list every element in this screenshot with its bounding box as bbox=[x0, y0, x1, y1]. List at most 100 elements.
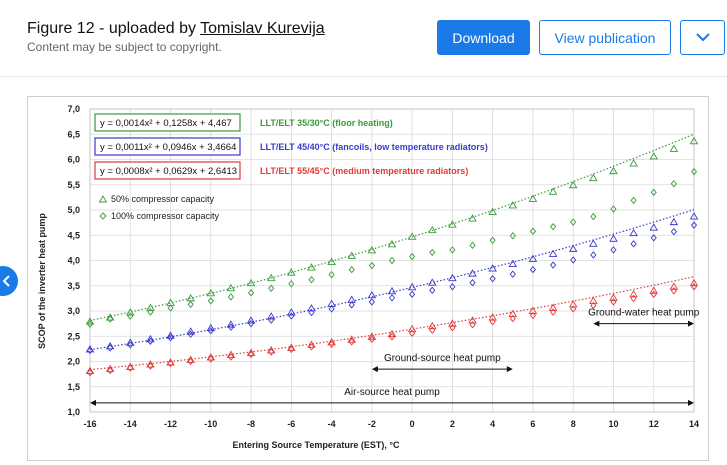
diamond-point bbox=[288, 345, 295, 354]
diamond-point bbox=[167, 359, 174, 368]
triangle-point bbox=[407, 232, 417, 240]
diamond-point bbox=[449, 283, 456, 291]
diamond-point bbox=[268, 348, 275, 356]
plot-area bbox=[89, 108, 695, 413]
legend-marker-label: 50% compressor capacity bbox=[111, 194, 215, 204]
diamond-point bbox=[86, 346, 94, 355]
diamond-point bbox=[570, 218, 577, 226]
triangle-point bbox=[146, 334, 155, 343]
diamond-point bbox=[247, 289, 255, 297]
y-tick-label: 1,0 bbox=[67, 407, 80, 417]
y-tick-label: 3,5 bbox=[67, 281, 80, 291]
triangle-point bbox=[166, 331, 175, 339]
triangle-point bbox=[407, 324, 417, 333]
triangle-point bbox=[146, 360, 155, 368]
diamond-point bbox=[348, 301, 355, 309]
triangle-point bbox=[649, 223, 659, 231]
diamond-point bbox=[107, 344, 114, 352]
triangle-point bbox=[689, 136, 699, 145]
triangle-point bbox=[589, 173, 598, 182]
diamond-point bbox=[690, 283, 698, 291]
diamond-point bbox=[650, 188, 657, 197]
triangle-point bbox=[427, 225, 437, 234]
triangle-point bbox=[448, 220, 457, 228]
diamond-point bbox=[570, 256, 577, 264]
diamond-point bbox=[207, 326, 214, 335]
series-label: LLT/ELT 45/40°C (fancoils, low temperatu… bbox=[260, 142, 488, 152]
triangle-point bbox=[488, 313, 497, 321]
chevron-left-icon bbox=[2, 275, 10, 287]
triangle-point bbox=[105, 364, 115, 373]
triangle-point bbox=[508, 201, 518, 209]
diamond-point bbox=[147, 337, 154, 346]
diamond-point bbox=[469, 279, 476, 287]
diamond-point bbox=[147, 308, 154, 316]
range-label: Ground-source heat pump bbox=[384, 353, 501, 364]
diamond-point bbox=[227, 353, 235, 361]
triangle-point bbox=[186, 355, 195, 363]
triangle-point bbox=[307, 304, 316, 312]
diamond-point bbox=[469, 241, 476, 250]
fit-curve-1 bbox=[89, 209, 695, 351]
diamond-point bbox=[227, 323, 235, 331]
y-tick-label: 2,5 bbox=[67, 331, 80, 341]
triangle-point bbox=[468, 269, 477, 277]
diamond-point bbox=[630, 240, 637, 248]
diamond-point bbox=[268, 316, 275, 324]
triangle-point bbox=[609, 293, 618, 301]
diamond-point bbox=[590, 301, 597, 310]
diamond-point bbox=[167, 334, 174, 342]
more-options-button[interactable] bbox=[680, 20, 725, 55]
range-label: Air-source heat pump bbox=[344, 387, 440, 398]
previous-figure-button[interactable] bbox=[0, 266, 18, 296]
diamond-point bbox=[529, 227, 537, 235]
diamond-point bbox=[308, 275, 315, 284]
range-arrow-right bbox=[506, 366, 513, 373]
x-axis-label: Entering Source Temperature (EST), °C bbox=[233, 440, 400, 450]
triangle-point bbox=[528, 194, 538, 202]
diamond-point bbox=[328, 340, 335, 349]
diamond-point bbox=[288, 280, 295, 288]
diamond-point bbox=[227, 293, 235, 301]
legend-marker-label: 100% compressor capacity bbox=[111, 211, 220, 221]
y-tick-label: 7,0 bbox=[67, 104, 80, 114]
y-tick-label: 1,5 bbox=[67, 382, 80, 392]
author-link[interactable]: Tomislav Kurevija bbox=[200, 20, 325, 37]
diamond-point bbox=[690, 167, 698, 176]
triangle-point bbox=[568, 180, 578, 189]
chevron-down-icon bbox=[695, 33, 710, 42]
triangle-point bbox=[125, 308, 135, 316]
diamond-point bbox=[247, 319, 255, 328]
figure-image: 1,0 1,5 2,0 2,5 3,0 3,5 4,0 4,5 5,0 5,5 6,0 6,5 7,0 -… bbox=[27, 96, 709, 461]
equation-text: y = 0,0011x² + 0,0946x + 3,4664 bbox=[100, 142, 236, 153]
y-tick-label: 5,0 bbox=[67, 205, 80, 215]
equation-text: y = 0,0008x² + 0,0629x + 2,6413 bbox=[100, 166, 237, 177]
diamond-point bbox=[670, 228, 677, 236]
triangle-point bbox=[266, 312, 276, 320]
diamond-point bbox=[610, 298, 617, 306]
triangle-point bbox=[246, 348, 256, 356]
diamond-point bbox=[610, 205, 617, 213]
diamond-point bbox=[328, 270, 335, 279]
triangle-point bbox=[226, 283, 236, 292]
diamond-point bbox=[388, 256, 396, 265]
triangle-point bbox=[367, 332, 377, 340]
x-tick-label: 12 bbox=[649, 419, 659, 429]
view-publication-button[interactable]: View publication bbox=[539, 20, 671, 55]
triangle-point bbox=[347, 335, 357, 343]
x-tick-label: 10 bbox=[608, 419, 618, 429]
range-label: Ground-water heat pump bbox=[588, 308, 700, 319]
diamond-point bbox=[489, 236, 496, 245]
triangle-point bbox=[528, 254, 538, 262]
download-button[interactable]: Download bbox=[437, 20, 530, 55]
x-tick-label: -4 bbox=[328, 419, 336, 429]
triangle-point bbox=[649, 152, 659, 160]
series-label: LLT/ELT 35/30°C (floor heating) bbox=[260, 118, 393, 128]
triangle-point bbox=[508, 259, 518, 267]
x-tick-label: -12 bbox=[164, 419, 177, 429]
diamond-point bbox=[368, 298, 375, 306]
x-tick-label: 4 bbox=[490, 419, 495, 429]
diamond-point bbox=[409, 252, 416, 261]
triangle-point bbox=[589, 296, 598, 304]
diamond-point bbox=[650, 234, 657, 242]
